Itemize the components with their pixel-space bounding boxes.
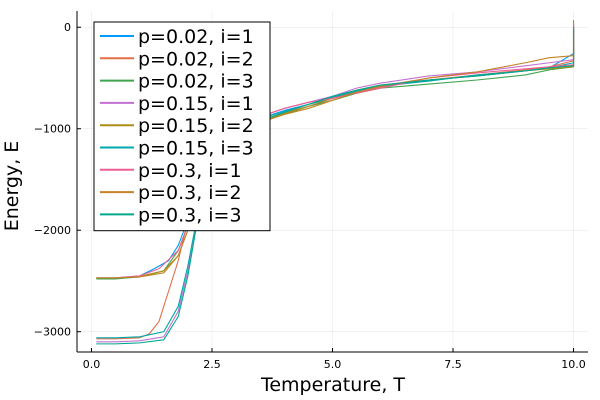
legend-label: p=0.3, i=3 [138, 204, 242, 226]
y-tick-label: 0 [64, 21, 71, 34]
legend-label: p=0.02, i=2 [138, 48, 254, 70]
x-tick-label: 5.0 [324, 358, 342, 371]
x-axis-label: Temperature, T [260, 374, 405, 396]
x-tick-label: 10.0 [561, 358, 586, 371]
legend-box [93, 21, 271, 232]
series-lines [96, 20, 575, 345]
y-axis-label: Energy, E [1, 141, 23, 232]
y-tick-label: −1000 [34, 123, 71, 136]
y-tick-label: −2000 [34, 224, 71, 237]
series-line-9 [96, 27, 575, 345]
series-line-8 [96, 20, 575, 279]
x-tick-label: 7.5 [444, 358, 462, 371]
legend-label: p=0.02, i=3 [138, 71, 254, 93]
legend: p=0.02, i=1p=0.02, i=2p=0.02, i=3p=0.15,… [93, 21, 271, 232]
legend-label: p=0.02, i=1 [138, 26, 254, 48]
x-tick-label: 2.5 [203, 358, 221, 371]
legend-label: p=0.15, i=2 [138, 115, 254, 137]
legend-label: p=0.3, i=2 [138, 182, 242, 204]
axes: 0.0 2.5 5.0 7.5 10.0 −3000 −2000 −1000 0 [34, 11, 588, 371]
legend-label: p=0.15, i=3 [138, 138, 254, 160]
x-tick-label: 0.0 [83, 358, 101, 371]
legend-label: p=0.15, i=1 [138, 93, 254, 115]
y-tick-label: −3000 [34, 326, 71, 339]
legend-label: p=0.3, i=1 [138, 160, 242, 182]
series-line-7 [96, 27, 575, 279]
